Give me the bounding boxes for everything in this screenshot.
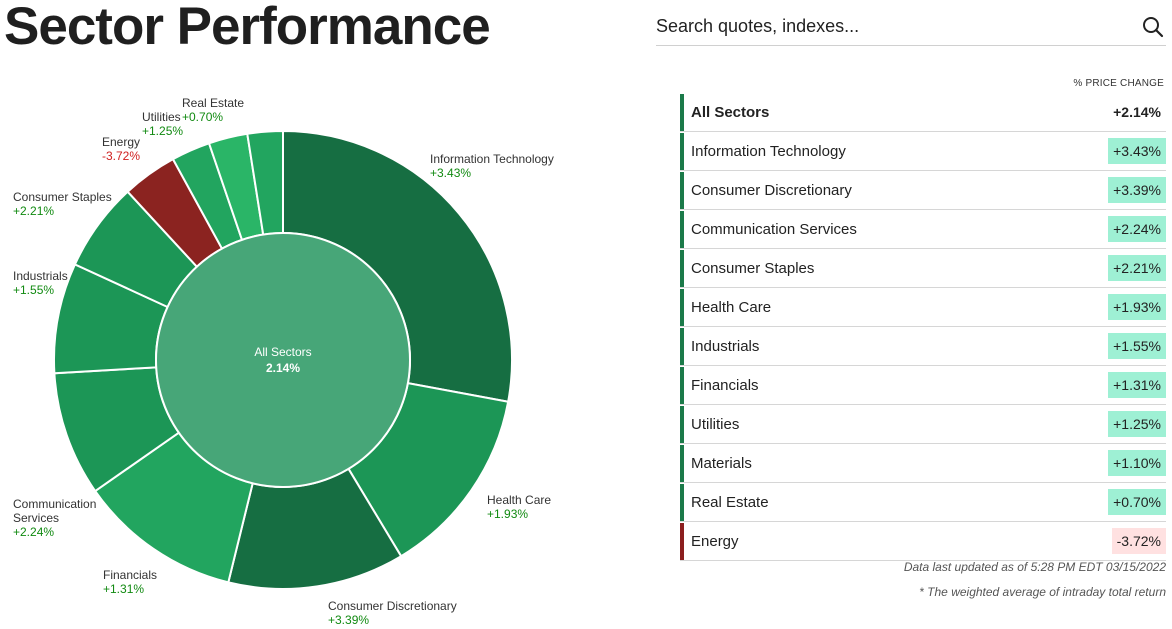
row-color-bar (680, 133, 684, 170)
chart-label-value: +1.25% (142, 124, 184, 138)
search-bar[interactable] (656, 8, 1166, 46)
chart-label-realestate-value: +0.70% (182, 110, 223, 124)
table-header: % PRICE CHANGE (1073, 78, 1164, 89)
row-price-change: +1.10% (1108, 450, 1166, 476)
row-color-bar (680, 328, 684, 365)
table-row[interactable]: Health Care +1.93% (680, 289, 1166, 327)
row-sector-name: Financials (691, 377, 759, 394)
chart-label-name: Health Care (487, 493, 552, 507)
chart-label-name: Consumer Discretionary (328, 599, 457, 613)
chart-label-energy[interactable]: Energy -3.72% (102, 135, 140, 163)
row-color-bar (680, 523, 684, 560)
sunburst-center-all-sectors[interactable] (155, 232, 411, 488)
chart-label-health-care[interactable]: Health Care +1.93% (487, 493, 551, 521)
chart-label-industrials[interactable]: Industrials +1.55% (13, 269, 68, 297)
table-row[interactable]: Energy -3.72% (680, 523, 1166, 561)
row-price-change: +3.39% (1108, 177, 1166, 203)
chart-label-value: +1.55% (13, 283, 55, 297)
chart-label-name: Energy (102, 135, 141, 149)
chart-label-utilities[interactable]: Utilities +1.25% (142, 110, 183, 138)
row-sector-name: Real Estate (691, 494, 769, 511)
chart-label-consumer-staples[interactable]: Consumer Staples +2.21% (13, 190, 112, 218)
row-color-bar (680, 172, 684, 209)
table-row[interactable]: Utilities +1.25% (680, 406, 1166, 444)
row-sector-name: Consumer Staples (691, 260, 815, 277)
row-price-change: +1.93% (1108, 294, 1166, 320)
chart-label-value: +3.43% (430, 166, 472, 180)
row-color-bar (680, 250, 684, 287)
sector-table: % PRICE CHANGE All Sectors +2.14% Informat… (680, 78, 1166, 562)
sunburst-svg: All Sectors 2.14% (53, 129, 513, 590)
table-row[interactable]: Materials +1.10% (680, 445, 1166, 483)
chart-label-information-technology[interactable]: Information Technology +3.43% (430, 152, 554, 180)
row-sector-name: Utilities (691, 416, 740, 433)
chart-label-financials[interactable]: Financials +1.31% (103, 568, 157, 596)
chart-label-name: Real Estate (182, 96, 245, 110)
row-price-change: +1.25% (1108, 411, 1166, 437)
table-row-total[interactable]: All Sectors +2.14% (680, 94, 1166, 132)
table-row[interactable]: Information Technology +3.43% (680, 133, 1166, 171)
row-price-change: +2.21% (1108, 255, 1166, 281)
center-label: All Sectors (254, 345, 311, 359)
row-sector-name: Consumer Discretionary (691, 182, 852, 199)
row-color-bar (680, 211, 684, 248)
row-color-bar (680, 445, 684, 482)
chart-label-name: Communication Services (13, 497, 97, 525)
chart-label-value: -3.72% (102, 149, 141, 163)
row-price-change: +2.24% (1108, 216, 1166, 242)
row-price-change: +0.70% (1108, 489, 1166, 515)
search-input[interactable] (656, 14, 1116, 38)
chart-label-name: Utilities (142, 110, 181, 124)
center-value: 2.14% (266, 361, 300, 375)
table-row[interactable]: Consumer Discretionary +3.39% (680, 172, 1166, 210)
search-icon[interactable] (1142, 16, 1164, 38)
table-row[interactable]: Financials +1.31% (680, 367, 1166, 405)
chart-label-consumer-discretionary[interactable]: Consumer Discretionary +3.39% (328, 599, 457, 627)
chart-label-value: +0.70% (182, 110, 224, 124)
row-color-bar (680, 367, 684, 404)
chart-label-name: Financials (103, 568, 158, 582)
page-title: Sector Performance (4, 0, 491, 56)
chart-label-name: Industrials (13, 269, 68, 283)
table-row[interactable]: Consumer Staples +2.21% (680, 250, 1166, 288)
chart-label-value: +1.93% (487, 507, 529, 521)
row-price-change: -3.72% (1111, 528, 1166, 554)
chart-label-value: +3.39% (328, 613, 370, 627)
updated-footnote: Data last updated as of 5:28 PM EDT 03/1… (903, 560, 1166, 574)
chart-label-value: +1.31% (103, 582, 145, 596)
row-color-bar (680, 484, 684, 521)
row-color-bar (680, 94, 684, 131)
row-price-change: +2.14% (1113, 104, 1161, 120)
row-price-change: +1.31% (1108, 372, 1166, 398)
chart-label-value: +2.21% (13, 204, 55, 218)
row-price-change: +1.55% (1108, 333, 1166, 359)
weighted-average-footnote: * The weighted average of intraday total… (919, 585, 1166, 599)
row-price-change: +3.43% (1108, 138, 1166, 164)
chart-label-value: +2.24% (13, 525, 55, 539)
row-color-bar (680, 406, 684, 443)
row-sector-name: Materials (691, 455, 752, 472)
row-sector-name: Information Technology (691, 143, 846, 160)
row-sector-name: Communication Services (691, 221, 857, 238)
chart-label-realestate[interactable]: Real Estate (182, 96, 244, 110)
row-color-bar (680, 289, 684, 326)
chart-label-name: Consumer Staples (13, 190, 112, 204)
row-sector-name: Energy (691, 533, 739, 550)
table-body: All Sectors +2.14% Information Technology +… (680, 94, 1166, 561)
chart-label-name: Information Technology (430, 152, 554, 166)
table-row[interactable]: Real Estate +0.70% (680, 484, 1166, 522)
row-sector-name: Health Care (691, 299, 772, 316)
table-row[interactable]: Communication Services +2.24% (680, 211, 1166, 249)
row-sector-name: Industrials (691, 338, 760, 355)
table-row[interactable]: Industrials +1.55% (680, 328, 1166, 366)
chart-label-communication-services[interactable]: Communication Services +2.24% (13, 497, 113, 539)
sector-sunburst-chart: All Sectors 2.14% Real Estate +0.70% Util… (0, 70, 640, 629)
row-sector-name: All Sectors (691, 104, 770, 121)
